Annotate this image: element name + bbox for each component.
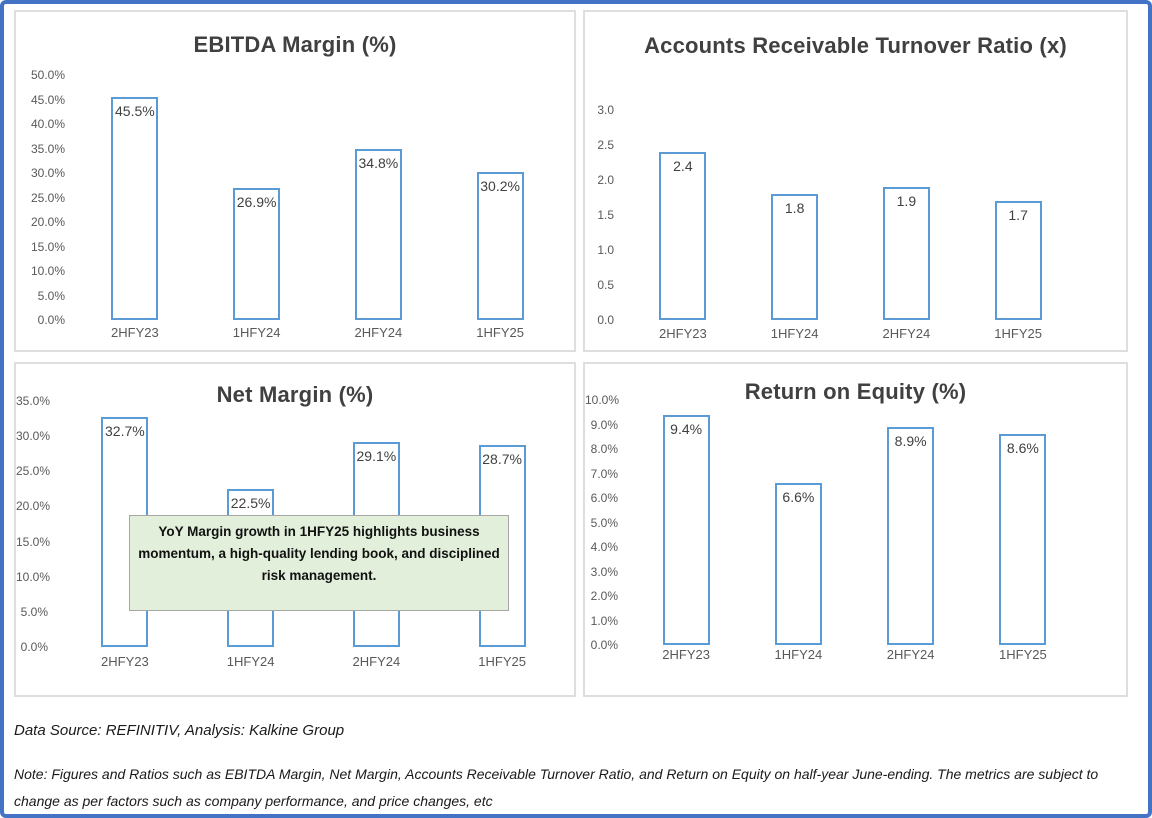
chart-panel-net-margin: Net Margin (%) 35.0% 30.0% 25.0% 20.0% 15.0% 1…	[14, 362, 576, 697]
y-axis-tick-label: 20.0%	[30, 215, 65, 229]
y-axis-tick-label: 0.0%	[37, 313, 65, 327]
y-axis-tick-label: 1.0	[597, 243, 614, 257]
y-axis-tick-label: 1.0%	[590, 613, 618, 628]
bar-2HFY24	[882, 187, 930, 320]
bar-data-label: 29.1%	[356, 448, 397, 465]
bar-data-label: 28.7%	[482, 451, 522, 468]
y-axis-tick-label: 5.0%	[20, 604, 48, 619]
chart-title: EBITDA Margin (%)	[193, 32, 397, 57]
x-axis-label: 2HFY24	[882, 326, 931, 341]
bar-data-label: 6.6%	[782, 489, 815, 506]
y-axis-tick-label: 15.0%	[16, 534, 51, 549]
x-axis-label: 2HFY24	[886, 647, 935, 662]
y-axis-tick-label: 0.5	[597, 278, 614, 292]
y-axis-tick-label: 0.0	[597, 313, 614, 327]
bar-1HFY24	[774, 483, 822, 645]
bar-1HFY25	[999, 434, 1047, 645]
y-axis-tick-label: 40.0%	[30, 117, 65, 131]
x-axis-label: 2HFY23	[659, 326, 707, 341]
x-axis-label: 1HFY25	[994, 326, 1042, 341]
bar-data-label: 26.9%	[236, 194, 277, 211]
chart-panel-return-on-equity: Return on Equity (%) 10.0% 9.0% 8.0% 7.0% 6.0…	[583, 362, 1128, 697]
x-axis-label: 1HFY25	[999, 647, 1047, 662]
x-axis-label: 1HFY24	[232, 325, 281, 340]
bar-data-label: 8.9%	[894, 432, 927, 449]
y-axis-tick-label: 0.0%	[590, 638, 618, 652]
y-axis-tick-label: 25.0%	[30, 190, 65, 205]
chart-title: Return on Equity (%)	[744, 379, 967, 404]
y-axis-tick-label: 0.0%	[20, 640, 48, 654]
x-axis-label: 2HFY24	[352, 654, 401, 669]
bar-data-label: 45.5%	[115, 103, 155, 120]
chart-title: Net Margin (%)	[216, 382, 374, 407]
x-axis-label: 1HFY24	[226, 654, 275, 669]
y-axis-tick-label: 5.0%	[37, 288, 65, 303]
y-axis-tick-label: 7.0%	[590, 466, 618, 481]
bar-data-label: 1.9	[896, 193, 917, 209]
bar-data-label: 9.4%	[670, 420, 703, 437]
y-axis-tick-label: 2.0%	[590, 589, 618, 603]
bar-data-label: 22.5%	[230, 494, 271, 511]
y-axis-tick-label: 45.0%	[30, 92, 65, 107]
bar-2HFY23	[662, 414, 710, 645]
y-axis-tick-label: 30.0%	[16, 429, 51, 444]
x-axis-label: 1HFY24	[774, 647, 823, 662]
bar-data-label: 2.4	[673, 158, 693, 174]
bar-data-label: 1.7	[1008, 207, 1028, 223]
y-axis-tick-label: 10.0%	[585, 393, 620, 407]
data-source-text: Data Source: REFINITIV, Analysis: Kalkin…	[14, 722, 345, 739]
y-axis-tick-label: 8.0%	[590, 442, 618, 456]
x-axis-label: 2HFY24	[354, 325, 403, 340]
y-axis-tick-label: 35.0%	[30, 141, 65, 156]
bar-2HFY23	[111, 97, 159, 320]
y-axis-tick-label: 50.0%	[30, 68, 65, 82]
y-axis-tick-label: 10.0%	[16, 569, 51, 584]
y-axis-tick-label: 2.5	[597, 138, 614, 152]
y-axis-tick-label: 3.0	[597, 103, 614, 117]
bar-data-label: 34.8%	[358, 155, 399, 172]
annotation-callout: YoY Margin growth in 1HFY25 highlights b…	[129, 515, 509, 611]
y-axis-tick-label: 4.0%	[590, 540, 618, 554]
y-axis-tick-label: 5.0%	[590, 515, 618, 530]
y-axis-tick-label: 20.0%	[16, 499, 51, 514]
bar-1HFY24	[233, 188, 281, 320]
chart-panel-ebitda-margin: EBITDA Margin (%) 50.0% 45.0% 40.0% 35.0% 30.…	[14, 10, 576, 352]
x-axis-label: 1HFY25	[478, 654, 526, 669]
x-axis-label: 2HFY23	[111, 325, 159, 340]
bar-2HFY23	[659, 152, 707, 320]
bar-data-label: 32.7%	[105, 423, 145, 440]
bar-data-label: 30.2%	[480, 178, 520, 195]
y-axis-tick-label: 30.0%	[30, 166, 65, 180]
y-axis-tick-label: 25.0%	[16, 464, 51, 479]
y-axis-tick-label: 3.0%	[590, 564, 618, 579]
x-axis-label: 2HFY23	[662, 647, 710, 662]
y-axis-tick-label: 6.0%	[590, 491, 618, 505]
bar-1HFY24	[771, 194, 819, 320]
y-axis-tick-label: 15.0%	[30, 239, 65, 254]
x-axis-label: 2HFY23	[101, 654, 149, 669]
chart-title: Accounts Receivable Turnover Ratio (x)	[644, 33, 1067, 58]
bar-1HFY25	[476, 172, 524, 320]
bar-2HFY24	[354, 149, 402, 320]
y-axis-tick-label: 9.0%	[590, 417, 618, 432]
note-text: Note: Figures and Ratios such as EBITDA …	[14, 766, 1099, 809]
bar-1HFY25	[994, 201, 1042, 320]
y-axis-tick-label: 2.0	[597, 173, 614, 187]
y-axis-tick-label: 1.5	[597, 208, 614, 222]
y-axis-tick-label: 10.0%	[30, 264, 65, 278]
bar-2HFY24	[887, 426, 935, 645]
x-axis-label: 1HFY25	[476, 325, 524, 340]
bar-data-label: 8.6%	[1006, 440, 1039, 457]
chart-panel-accounts-receivable-turnover: Accounts Receivable Turnover Ratio (x) 3.…	[583, 10, 1128, 352]
bar-data-label: 1.8	[784, 200, 805, 216]
x-axis-label: 1HFY24	[770, 326, 819, 341]
y-axis-tick-label: 35.0%	[16, 394, 51, 408]
